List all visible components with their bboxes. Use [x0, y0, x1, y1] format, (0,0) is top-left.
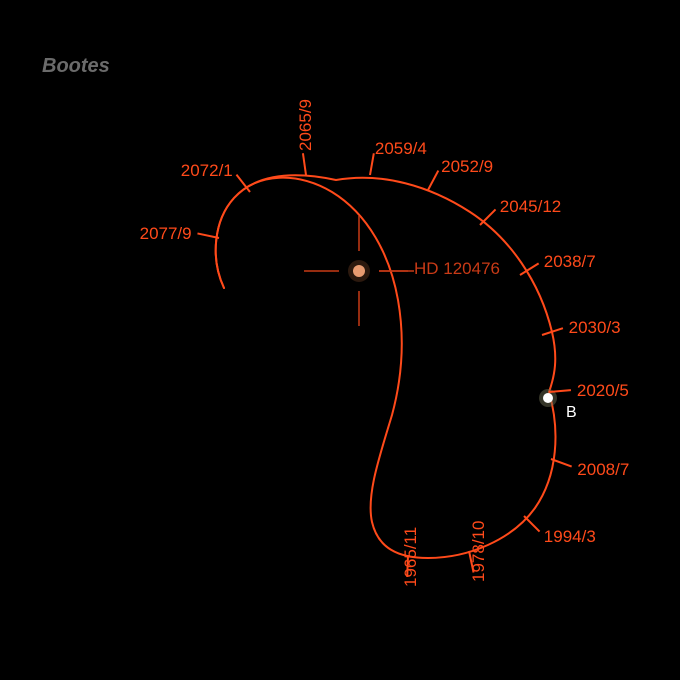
tick-label: 2045/12 — [500, 197, 561, 217]
tick-label: 2052/9 — [441, 157, 493, 177]
tick-label: 2059/4 — [375, 139, 427, 159]
primary-star-label: HD 120476 — [414, 259, 500, 279]
tick-label: 1965/11 — [401, 527, 421, 587]
tick-label: 2072/1 — [163, 161, 233, 181]
orbit-svg — [0, 0, 680, 680]
tick-label: 1978/10 — [469, 521, 489, 582]
tick-label: 2020/5 — [577, 381, 629, 401]
tick-label: 2030/3 — [569, 318, 621, 338]
tick-label: 2038/7 — [544, 252, 596, 272]
tick-label: 2065/9 — [296, 99, 316, 151]
tick-label: 2008/7 — [577, 460, 629, 480]
companion-label: B — [566, 404, 577, 422]
tick-label: 2077/9 — [122, 224, 192, 244]
orbit-diagram: Bootes HD 120476B2020/52008/71994/31978/… — [0, 0, 680, 680]
tick-label: 1994/3 — [544, 527, 596, 547]
